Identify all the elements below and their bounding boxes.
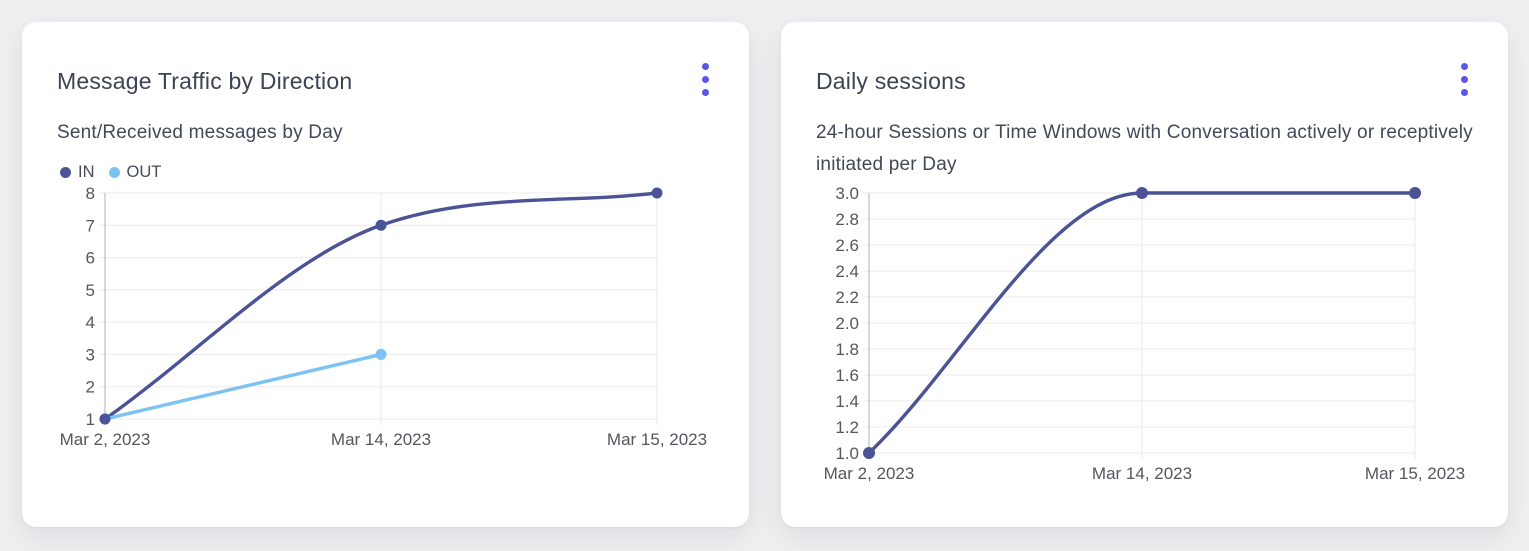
legend-dot-out bbox=[108, 166, 120, 178]
y-tick-label: 7 bbox=[86, 216, 95, 235]
kebab-menu-icon[interactable] bbox=[1442, 57, 1486, 101]
y-tick-label: 1.6 bbox=[835, 366, 859, 385]
data-point-in bbox=[99, 413, 111, 425]
legend-dot-in bbox=[60, 166, 71, 178]
x-tick-label: Mar 2, 2023 bbox=[824, 464, 915, 483]
data-point-in bbox=[651, 187, 663, 199]
card-subtitle-daily-sessions: 24-hour Sessions or Time Windows with Co… bbox=[816, 122, 1473, 175]
y-tick-label: 1.4 bbox=[835, 392, 859, 411]
y-tick-label: 1 bbox=[86, 410, 95, 429]
x-tick-label: Mar 2, 2023 bbox=[60, 430, 151, 449]
data-point-daily-sessions bbox=[863, 447, 875, 459]
daily-sessions-chart[interactable]: 1.0 1.2 1.4 1.6 1.8 2.0 2.2 2.4 2.6 2.8 3.0 Mar 2, … bbox=[800, 184, 1500, 489]
legend-item-in[interactable]: IN bbox=[60, 163, 95, 182]
x-tick-label: Mar 15, 2023 bbox=[1365, 464, 1465, 483]
y-tick-label: 2.6 bbox=[835, 236, 859, 255]
chart-legend: IN OUT bbox=[60, 162, 161, 182]
y-tick-label: 2.0 bbox=[835, 314, 859, 333]
x-tick-label: Mar 14, 2023 bbox=[1092, 464, 1192, 483]
kebab-dot bbox=[1460, 75, 1468, 83]
y-tick-label: 2.4 bbox=[835, 262, 859, 281]
y-tick-label: 3.0 bbox=[835, 184, 859, 203]
y-tick-label: 2.8 bbox=[835, 210, 859, 229]
series-line-daily-sessions bbox=[867, 191, 1417, 455]
kebab-dot bbox=[1460, 62, 1468, 70]
kebab-dot bbox=[701, 88, 709, 96]
card-title-daily-sessions: Daily sessions bbox=[816, 68, 966, 94]
message-traffic-chart[interactable]: 1 2 3 4 5 6 7 8 Mar 2, 2023 Mar 14, 2023 Mar 15, 2… bbox=[40, 184, 740, 456]
legend-label: IN bbox=[78, 162, 95, 181]
card-daily-sessions: Daily sessions 24-hour Sessions or Time … bbox=[781, 22, 1508, 527]
y-tick-label: 2.2 bbox=[835, 288, 859, 307]
data-point-in bbox=[375, 219, 387, 231]
series-line-out bbox=[103, 352, 383, 421]
y-tick-label: 3 bbox=[86, 345, 95, 364]
y-tick-label: 1.8 bbox=[835, 340, 859, 359]
x-tick-label: Mar 15, 2023 bbox=[607, 430, 707, 449]
y-tick-label: 1.2 bbox=[835, 418, 859, 437]
data-point-out bbox=[375, 348, 387, 360]
y-tick-label: 2 bbox=[86, 378, 95, 397]
legend-item-out[interactable]: OUT bbox=[108, 162, 162, 182]
y-tick-label: 5 bbox=[86, 281, 95, 300]
legend-label: OUT bbox=[126, 162, 162, 181]
y-tick-label: 1.0 bbox=[835, 444, 859, 463]
kebab-dot bbox=[1460, 88, 1468, 96]
card-subtitle-message-traffic: Sent/Received messages by Day bbox=[57, 122, 343, 143]
y-tick-label: 8 bbox=[86, 184, 95, 203]
x-tick-label: Mar 14, 2023 bbox=[331, 430, 431, 449]
y-tick-label: 4 bbox=[86, 313, 95, 332]
y-tick-label: 6 bbox=[86, 249, 95, 268]
card-message-traffic: Message Traffic by Direction Sent/Receiv… bbox=[22, 22, 749, 527]
kebab-dot bbox=[701, 75, 709, 83]
kebab-menu-icon[interactable] bbox=[683, 57, 727, 101]
data-point-daily-sessions bbox=[1409, 187, 1421, 199]
card-title-message-traffic: Message Traffic by Direction bbox=[57, 68, 353, 94]
kebab-dot bbox=[701, 62, 709, 70]
data-point-daily-sessions bbox=[1136, 187, 1148, 199]
